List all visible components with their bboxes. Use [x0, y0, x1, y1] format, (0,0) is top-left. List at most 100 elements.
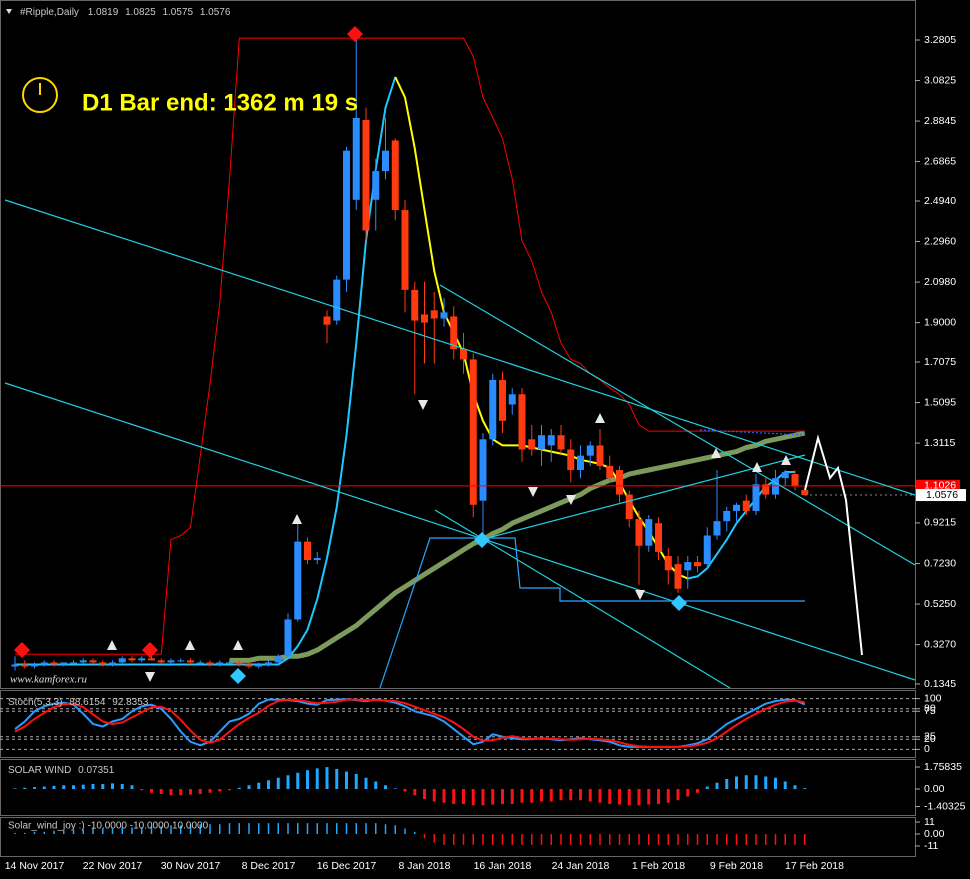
histogram-bar — [33, 831, 36, 835]
histogram-bar — [608, 789, 612, 804]
histogram-bar — [657, 834, 660, 845]
histogram-bar — [150, 789, 153, 793]
arrow-down — [635, 590, 645, 600]
histogram-bar — [413, 789, 417, 796]
histogram-bar — [687, 834, 689, 845]
candle-body — [343, 150, 350, 280]
histogram-bar — [237, 787, 241, 789]
candle-body — [723, 510, 731, 522]
histogram-bar — [764, 776, 768, 789]
candle-body — [138, 658, 146, 661]
solar-name: SOLAR WIND — [8, 765, 71, 776]
histogram-bar — [774, 834, 777, 845]
histogram-bar — [744, 775, 748, 789]
candle-body — [616, 469, 623, 495]
histogram-bar — [696, 834, 699, 845]
arrow-up — [595, 413, 605, 423]
sell-diamond — [14, 642, 30, 658]
candle-body — [586, 445, 594, 456]
arrow-up — [781, 455, 791, 465]
indicator-line — [15, 37, 805, 655]
candle-body — [557, 435, 565, 450]
stoch-frame — [0, 690, 916, 758]
histogram-bar — [609, 834, 611, 845]
arrow-up — [107, 640, 117, 650]
candle-body — [372, 171, 380, 200]
y-tick-label: 1.3115 — [924, 437, 955, 449]
candle-body — [391, 140, 399, 211]
histogram-bar — [101, 784, 105, 789]
candle-body — [187, 660, 194, 663]
histogram-bar — [375, 823, 377, 835]
candle-body — [469, 359, 477, 505]
histogram-bar — [189, 824, 192, 835]
histogram-bar — [686, 789, 690, 797]
histogram-bar — [384, 785, 387, 789]
candle-body — [118, 658, 126, 663]
frames — [0, 0, 916, 857]
arrow-up — [711, 448, 721, 458]
solar-title: SOLAR WIND 0.07351 — [8, 765, 115, 776]
histogram-bar — [81, 784, 85, 789]
x-tick-label: 24 Jan 2018 — [552, 860, 610, 872]
histogram-bar — [364, 777, 368, 789]
trend-line — [4, 199, 916, 496]
clock-icon — [22, 77, 58, 113]
candle-body — [655, 523, 662, 552]
trend-lines — [4, 199, 916, 689]
candle-body — [528, 439, 536, 450]
histogram-bar — [355, 823, 357, 835]
candle-body — [274, 656, 282, 663]
histogram-bar — [482, 834, 484, 845]
histogram-bar — [432, 789, 436, 802]
histogram-bar — [423, 789, 426, 799]
histogram-bar — [24, 832, 26, 835]
candle-body — [460, 349, 467, 360]
candle-body — [31, 664, 38, 667]
histogram-bar — [403, 789, 407, 792]
candle-body — [694, 562, 701, 567]
y-tick-label: 2.0980 — [924, 276, 956, 288]
oscillator-line — [14, 698, 805, 748]
candle-body — [196, 662, 204, 664]
histogram-bar — [297, 823, 299, 835]
histogram-bar — [638, 834, 640, 845]
histogram-bar — [726, 834, 728, 845]
histogram-bar — [63, 830, 65, 835]
histogram-bar — [716, 834, 718, 845]
candle-body — [304, 541, 311, 561]
trend-line — [4, 382, 916, 681]
histogram-bar — [53, 830, 55, 835]
menu-triangle — [6, 9, 12, 14]
histogram-bar — [42, 786, 46, 789]
candle-body — [703, 535, 711, 565]
histogram-bar — [14, 832, 16, 835]
histogram-bar — [354, 774, 358, 789]
histogram-bar — [540, 834, 543, 845]
histogram-bar — [141, 827, 143, 835]
histogram-bar — [219, 824, 221, 835]
histogram-bar — [365, 823, 367, 835]
histogram-bar — [199, 824, 201, 835]
forecast-line — [804, 434, 863, 656]
candle-body — [206, 662, 214, 665]
histogram-bar — [179, 789, 183, 796]
candle-body — [148, 658, 155, 661]
candle-body — [60, 662, 68, 665]
trend-line — [479, 454, 806, 541]
histogram-bar — [82, 829, 84, 835]
histogram-bar — [247, 785, 251, 789]
y-tick-label: 2.6865 — [924, 155, 956, 167]
candle-body — [362, 119, 370, 231]
candle-body — [781, 472, 789, 479]
trend-line — [439, 284, 916, 566]
histogram-bar — [150, 826, 153, 835]
histogram-bar — [345, 771, 348, 789]
fractal-arrows — [107, 400, 791, 682]
y-tick-label: 2.4940 — [924, 195, 956, 207]
symbol: #Ripple,Daily — [20, 7, 79, 18]
x-tick-label: 30 Nov 2017 — [161, 860, 221, 872]
candle-body — [518, 394, 526, 450]
histogram-bar — [209, 824, 211, 835]
signal-diamonds — [14, 26, 687, 684]
